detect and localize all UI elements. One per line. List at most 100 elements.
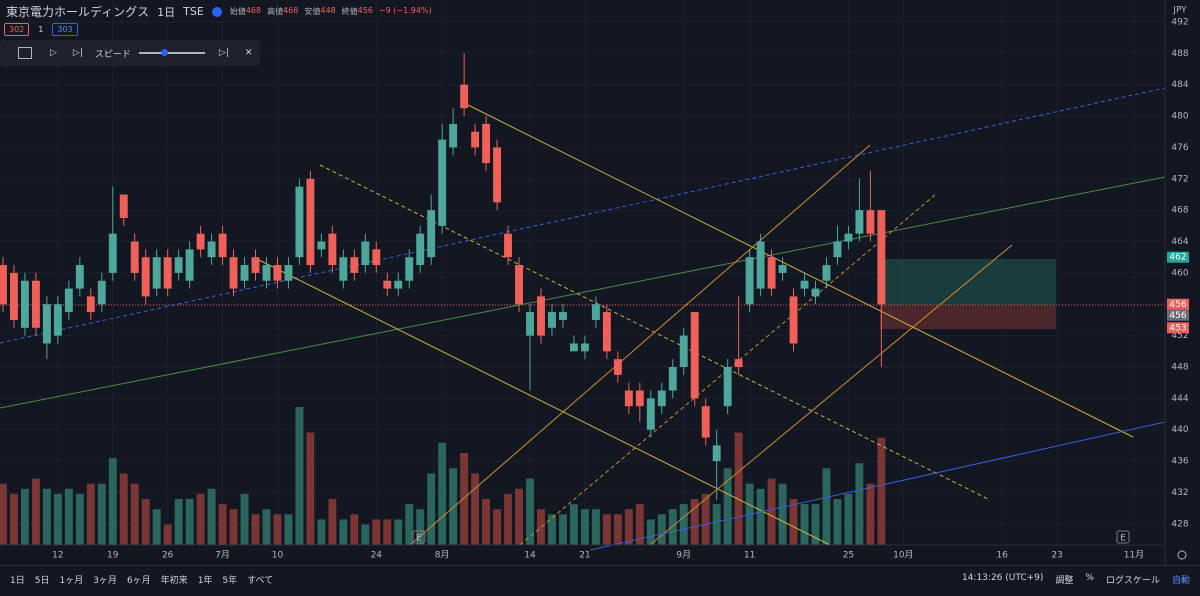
chart: 428 432 436 440 444 448 452 456 460 464 468 472 476 4…: [0, 0, 1189, 565]
candle-body: [31, 280, 40, 328]
volume-bar: [152, 509, 161, 545]
volume-bar: [723, 468, 732, 545]
candle-body: [9, 272, 18, 320]
candle-body: [460, 84, 469, 109]
candle-body: [855, 210, 864, 234]
change: −9 (−1.94%): [378, 6, 432, 15]
loss-zone: [880, 305, 1056, 329]
candle-body: [86, 296, 95, 313]
volume-bar: [635, 504, 644, 545]
x-tick-label: 24: [371, 551, 383, 561]
volume-bar: [229, 509, 238, 545]
volume-bar: [778, 483, 787, 545]
volume-bar: [471, 473, 480, 545]
volume-bar: [339, 519, 348, 545]
x-tick-label: 25: [843, 551, 854, 561]
volume-layer: [0, 407, 886, 545]
range-button[interactable]: 6ヶ月: [126, 576, 151, 586]
volume-bar: [427, 473, 436, 545]
y-tick-label: 452: [1171, 331, 1188, 341]
price-tag-label: 453: [1169, 323, 1186, 333]
select-bar[interactable]: [18, 47, 32, 59]
volume-bar: [537, 509, 545, 545]
y-tick-label: 440: [1171, 425, 1188, 435]
volume-bar: [833, 499, 842, 545]
volume-bar: [504, 493, 513, 545]
volume-bar: [240, 493, 249, 545]
option-button[interactable]: 調整: [1055, 576, 1074, 586]
volume-bar: [20, 488, 29, 545]
range-button[interactable]: 1ヶ月: [59, 576, 84, 586]
volume-bar: [789, 499, 798, 545]
play[interactable]: ▷: [50, 48, 57, 58]
buy-count[interactable]: 303: [52, 23, 78, 36]
speed-slider[interactable]: [138, 49, 205, 56]
replay-icon[interactable]: [211, 6, 222, 17]
price-tag: [1167, 322, 1189, 334]
range-button[interactable]: すべて: [247, 576, 274, 586]
range-button[interactable]: 1年: [197, 576, 213, 586]
currency[interactable]: JPY: [1172, 6, 1187, 16]
candle-body: [723, 366, 732, 407]
candle-body: [569, 343, 578, 352]
y-tick-label: 472: [1171, 174, 1188, 184]
candle-body: [152, 257, 161, 289]
volume-bar: [405, 504, 414, 545]
candle-body: [262, 265, 271, 281]
x-tick-label: 10: [272, 551, 284, 561]
candle-body: [394, 280, 403, 289]
candle-body: [218, 233, 227, 258]
x-tick-label: 11: [744, 551, 755, 561]
price-tag: [1167, 309, 1189, 321]
candle-body: [251, 257, 260, 273]
candle-body: [163, 257, 172, 289]
step[interactable]: ▷|: [72, 48, 83, 58]
option-button[interactable]: 自動: [1171, 576, 1190, 586]
candle-body: [207, 241, 216, 258]
close[interactable]: ✕: [244, 48, 253, 58]
ohlc-label: 終値: [341, 7, 358, 16]
price-tag-label: 456: [1169, 300, 1186, 310]
trend-line: [649, 244, 1013, 546]
speed: スピード: [94, 49, 131, 60]
symbol: 東京電力ホールディングス: [6, 5, 150, 19]
candle-body: [613, 359, 622, 375]
ohlc-value: 448: [320, 6, 336, 15]
option-button[interactable]: ログスケール: [1105, 576, 1160, 586]
candle-body: [42, 304, 51, 344]
sell-count[interactable]: 302: [4, 23, 30, 36]
trend-line: [0, 87, 1166, 344]
candle-body: [811, 288, 820, 297]
volume-bar: [811, 504, 820, 545]
option-button[interactable]: %: [1085, 573, 1094, 583]
candle-body: [789, 296, 798, 344]
y-tick-label: 484: [1171, 80, 1188, 90]
x-tick-label: 26: [162, 551, 174, 561]
ohlc-label: 安値: [304, 7, 321, 16]
candle-body: [844, 233, 853, 242]
candle-body: [559, 312, 567, 320]
candle-body: [97, 280, 106, 305]
exchange: TSE: [183, 5, 204, 18]
y-tick-label: 488: [1171, 49, 1188, 59]
range-button[interactable]: 5日: [34, 576, 50, 586]
y-tick-label: 476: [1171, 143, 1188, 153]
earnings-marker: [1116, 530, 1130, 544]
range-button[interactable]: 3ヶ月: [93, 576, 117, 586]
range-button[interactable]: 1日: [10, 576, 25, 586]
ohlc-label: 高値: [267, 7, 284, 16]
candle-body: [141, 257, 150, 297]
range-button[interactable]: 5年: [222, 576, 238, 586]
settings-icon[interactable]: [1177, 550, 1187, 560]
ohlc-value: 456: [357, 6, 373, 15]
earnings-marker: [412, 530, 426, 544]
ranges: 1日 5日 1ヶ月 3ヶ月 6ヶ月 年初来 1年 5年 すべて: [10, 573, 273, 586]
y-tick-label: 432: [1171, 488, 1188, 498]
volume-bar: [394, 519, 403, 545]
volume-bar: [141, 499, 150, 545]
candle-body: [602, 312, 611, 352]
volume-bar: [493, 509, 502, 545]
jump[interactable]: ▷|: [218, 48, 229, 58]
range-button[interactable]: 年初来: [160, 576, 188, 586]
price-tag: [1167, 298, 1189, 310]
